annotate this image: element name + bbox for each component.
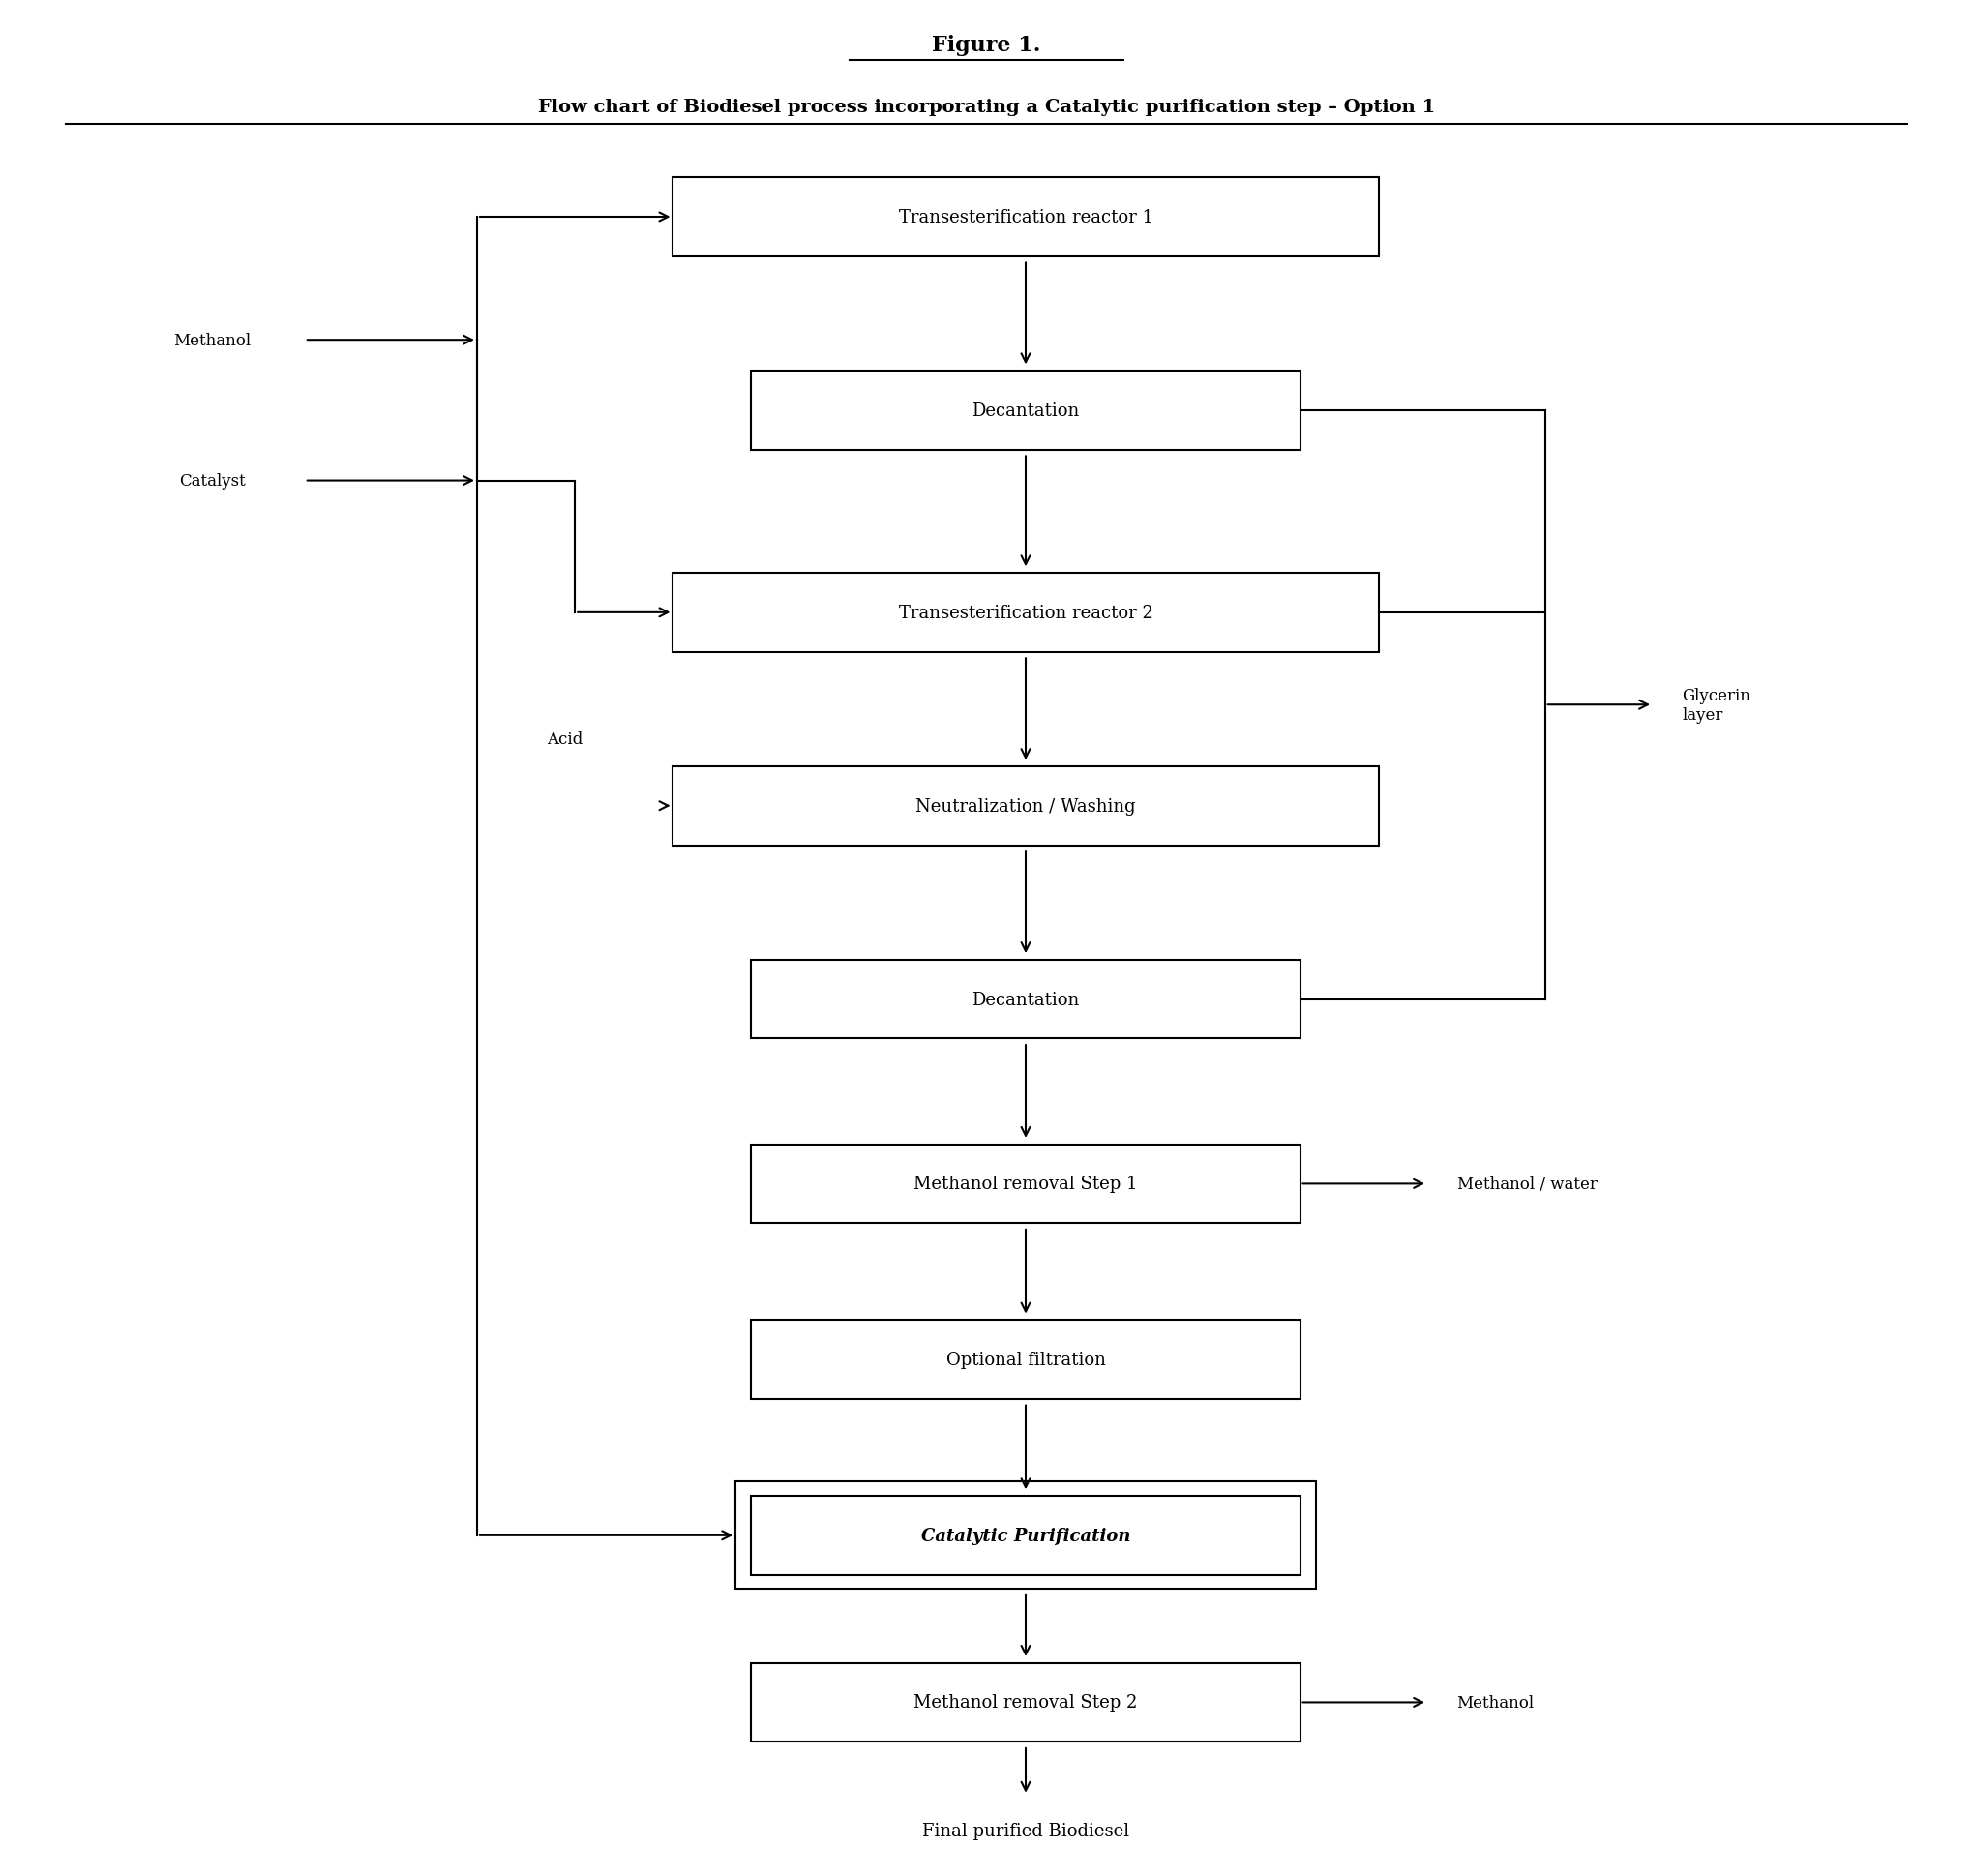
Text: Glycerin
layer: Glycerin layer [1683, 687, 1750, 722]
Bar [736, 1482, 1316, 1589]
Text: Methanol: Methanol [174, 332, 251, 349]
Text: Methanol / water: Methanol / water [1456, 1176, 1596, 1193]
Text: Catalytic Purification: Catalytic Purification [921, 1527, 1131, 1544]
Text: Transesterification reactor 2: Transesterification reactor 2 [898, 604, 1152, 621]
Text: Decantation: Decantation [973, 991, 1079, 1007]
Text: Optional filtration: Optional filtration [945, 1351, 1105, 1368]
Text: Neutralization / Washing: Neutralization / Washing [915, 797, 1136, 814]
Text: Decantation: Decantation [973, 401, 1079, 420]
Bar [752, 961, 1300, 1039]
Text: Catalyst: Catalyst [180, 473, 247, 490]
Bar [673, 178, 1379, 257]
Bar [752, 1495, 1300, 1576]
Text: Acid: Acid [547, 732, 584, 749]
Bar [752, 1662, 1300, 1743]
Text: Methanol: Methanol [1456, 1694, 1535, 1711]
Text: Methanol removal Step 1: Methanol removal Step 1 [913, 1174, 1138, 1193]
Text: Flow chart of Biodiesel process incorporating a Catalytic purification step – Op: Flow chart of Biodiesel process incorpor… [539, 98, 1434, 116]
Bar [752, 1321, 1300, 1399]
Text: Figure 1.: Figure 1. [931, 34, 1042, 56]
Bar [752, 371, 1300, 450]
Text: Methanol removal Step 2: Methanol removal Step 2 [913, 1694, 1138, 1711]
Text: Transesterification reactor 1: Transesterification reactor 1 [898, 208, 1152, 227]
Text: Final purified Biodiesel: Final purified Biodiesel [921, 1822, 1129, 1838]
Bar [673, 574, 1379, 653]
Bar [673, 767, 1379, 846]
Bar [752, 1144, 1300, 1223]
